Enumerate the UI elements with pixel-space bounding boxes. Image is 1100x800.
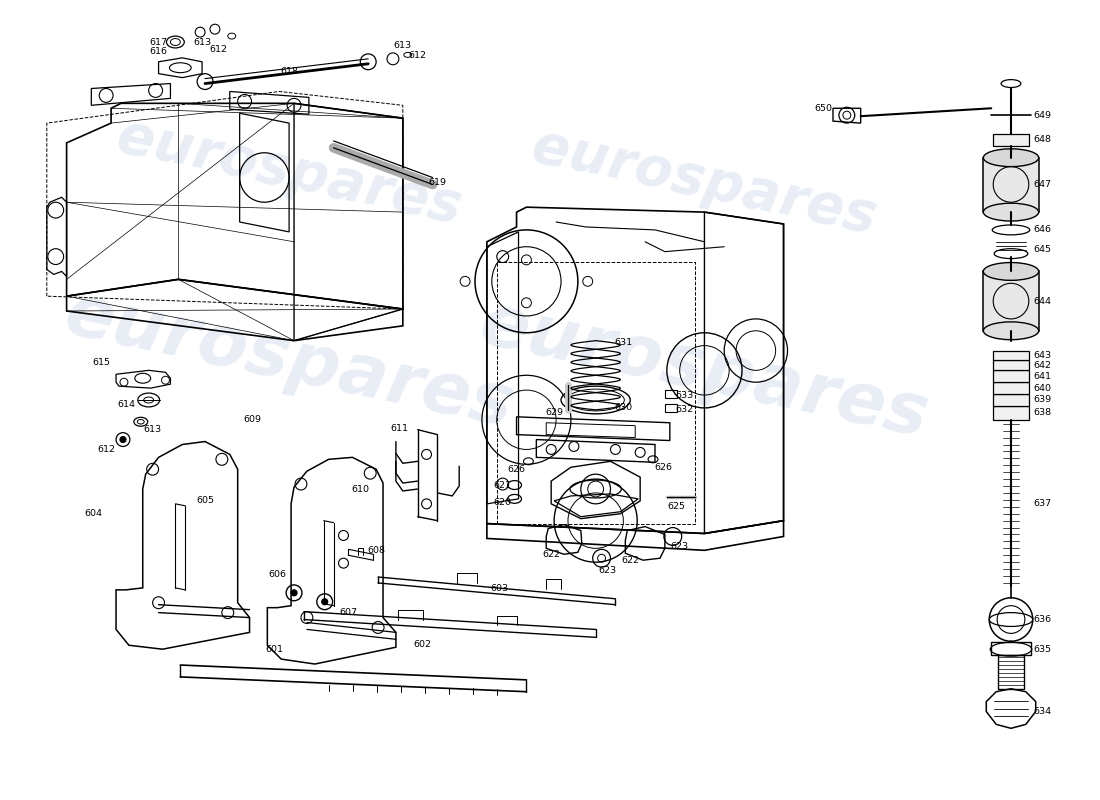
Text: 650: 650 bbox=[814, 104, 832, 113]
Text: 612: 612 bbox=[97, 445, 116, 454]
Text: 644: 644 bbox=[1034, 297, 1052, 306]
Text: 629: 629 bbox=[546, 408, 563, 418]
Text: 612: 612 bbox=[209, 46, 227, 54]
Bar bbox=[993, 134, 1028, 146]
Text: 609: 609 bbox=[243, 415, 262, 424]
Text: 631: 631 bbox=[614, 338, 632, 347]
Text: 645: 645 bbox=[1034, 245, 1052, 254]
Text: 620: 620 bbox=[494, 498, 512, 507]
Text: 612: 612 bbox=[409, 51, 427, 60]
Text: 617: 617 bbox=[150, 38, 167, 46]
Text: 633: 633 bbox=[675, 390, 694, 399]
Text: 625: 625 bbox=[668, 502, 685, 511]
Text: 602: 602 bbox=[414, 640, 431, 649]
Text: 636: 636 bbox=[1034, 615, 1052, 624]
Polygon shape bbox=[993, 382, 1028, 394]
Text: 611: 611 bbox=[390, 424, 409, 433]
Polygon shape bbox=[993, 350, 1028, 361]
Polygon shape bbox=[993, 361, 1028, 370]
Ellipse shape bbox=[983, 262, 1038, 280]
Text: 613: 613 bbox=[144, 425, 162, 434]
Text: 630: 630 bbox=[614, 403, 632, 413]
Text: eurospares: eurospares bbox=[527, 119, 882, 246]
Text: 607: 607 bbox=[340, 608, 358, 617]
Text: 601: 601 bbox=[265, 645, 284, 654]
Text: 640: 640 bbox=[1034, 384, 1052, 393]
Text: 626: 626 bbox=[653, 462, 672, 472]
Text: 648: 648 bbox=[1034, 135, 1052, 145]
Text: 615: 615 bbox=[92, 358, 110, 367]
Bar bbox=[983, 271, 1038, 330]
Text: 647: 647 bbox=[1034, 180, 1052, 189]
Text: eurospares: eurospares bbox=[112, 110, 466, 235]
Text: 613: 613 bbox=[192, 38, 211, 46]
Text: 639: 639 bbox=[1034, 395, 1052, 405]
Text: 635: 635 bbox=[1034, 645, 1052, 654]
Text: eurospares: eurospares bbox=[58, 279, 519, 442]
Text: 614: 614 bbox=[117, 401, 135, 410]
Text: 623: 623 bbox=[598, 566, 617, 574]
Text: 643: 643 bbox=[1034, 351, 1052, 360]
Polygon shape bbox=[993, 370, 1028, 382]
Text: 610: 610 bbox=[351, 485, 370, 494]
Text: 604: 604 bbox=[85, 510, 102, 518]
Text: 606: 606 bbox=[268, 570, 286, 578]
Circle shape bbox=[292, 590, 297, 596]
Text: 641: 641 bbox=[1034, 372, 1052, 381]
Text: 605: 605 bbox=[196, 496, 214, 506]
Bar bbox=[664, 390, 676, 398]
Text: 608: 608 bbox=[367, 546, 385, 555]
Text: eurospares: eurospares bbox=[474, 289, 935, 451]
Text: 616: 616 bbox=[150, 47, 167, 57]
Text: 622: 622 bbox=[542, 550, 560, 558]
Ellipse shape bbox=[983, 322, 1038, 340]
Text: 634: 634 bbox=[1034, 707, 1052, 716]
Bar bbox=[664, 404, 676, 412]
Text: 637: 637 bbox=[1034, 499, 1052, 508]
Ellipse shape bbox=[983, 149, 1038, 166]
Text: 642: 642 bbox=[1034, 361, 1052, 370]
Text: 632: 632 bbox=[675, 406, 694, 414]
Text: 649: 649 bbox=[1034, 110, 1052, 120]
Text: 623: 623 bbox=[671, 542, 689, 551]
Text: 618: 618 bbox=[280, 67, 298, 76]
Text: 603: 603 bbox=[491, 584, 509, 594]
Text: 622: 622 bbox=[621, 556, 639, 565]
Text: 646: 646 bbox=[1034, 226, 1052, 234]
Bar bbox=[983, 158, 1038, 212]
Text: 626: 626 bbox=[507, 465, 526, 474]
Ellipse shape bbox=[983, 203, 1038, 221]
Polygon shape bbox=[993, 394, 1028, 406]
Text: 613: 613 bbox=[394, 42, 411, 50]
Circle shape bbox=[120, 437, 125, 442]
Circle shape bbox=[321, 598, 328, 605]
Text: 638: 638 bbox=[1034, 408, 1052, 418]
Text: 621: 621 bbox=[494, 481, 512, 490]
Polygon shape bbox=[993, 406, 1028, 420]
Text: 619: 619 bbox=[428, 178, 447, 187]
